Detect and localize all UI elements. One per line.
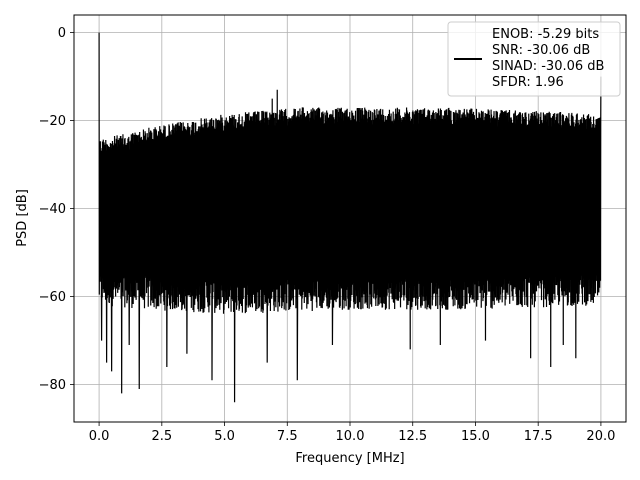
x-axis-label: Frequency [MHz] [295, 451, 404, 466]
y-axis-label: PSD [dB] [15, 189, 30, 247]
x-tick-label: 0.0 [89, 429, 110, 444]
legend-snr: SNR: -30.06 dB [492, 43, 590, 58]
legend-enob: ENOB: -5.29 bits [492, 27, 599, 42]
y-tick-label: −60 [39, 290, 66, 305]
x-tick-label: 12.5 [398, 429, 427, 444]
x-tick-label: 20.0 [586, 429, 615, 444]
x-tick-label: 5.0 [214, 429, 235, 444]
legend-sfdr: SFDR: 1.96 [492, 75, 564, 90]
psd-trace [98, 32, 602, 403]
y-axis-ticks: 0 −20 −40 −60 −80 [39, 26, 74, 393]
y-tick-label: −40 [39, 202, 66, 217]
y-tick-label: −20 [39, 114, 66, 129]
x-tick-label: 10.0 [336, 429, 365, 444]
y-tick-label: 0 [58, 26, 66, 41]
legend-sinad: SINAD: -30.06 dB [492, 59, 604, 74]
legend-box [447, 21, 621, 97]
x-axis-ticks: 0.0 2.5 5.0 7.5 10.0 12.5 15.0 17.5 20.0 [89, 422, 615, 444]
x-tick-label: 2.5 [151, 429, 172, 444]
legend: ENOB: -5.29 bits SNR: -30.06 dB SINAD: -… [447, 21, 621, 97]
x-tick-label: 15.0 [461, 429, 490, 444]
y-tick-label: −80 [39, 378, 66, 393]
x-tick-label: 7.5 [277, 429, 298, 444]
psd-line-series [98, 32, 602, 403]
x-tick-label: 17.5 [524, 429, 553, 444]
